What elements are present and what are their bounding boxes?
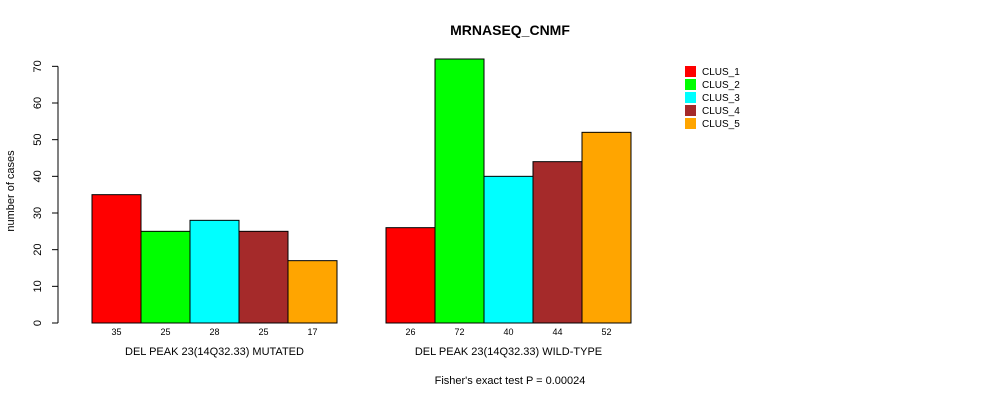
bar-clus-2 bbox=[434, 58, 485, 324]
bar-value-label: 25 bbox=[258, 327, 268, 337]
legend-label: CLUS_4 bbox=[702, 106, 740, 117]
bar-clus-4 bbox=[238, 230, 289, 324]
bar-value-label: 44 bbox=[552, 327, 562, 337]
bar-value-label: 28 bbox=[209, 327, 219, 337]
legend-swatch bbox=[685, 105, 696, 116]
chart-title: MRNASEQ_CNMF bbox=[450, 22, 570, 38]
y-axis: 0 10 20 30 40 50 60 70 bbox=[32, 60, 59, 326]
y-tick-label: 0 bbox=[32, 320, 44, 326]
bar-clus-1 bbox=[385, 227, 436, 324]
legend-swatch bbox=[685, 92, 696, 103]
legend: CLUS_1 CLUS_2 CLUS_3 CLUS_4 CLUS_5 bbox=[685, 66, 740, 130]
y-tick-label: 50 bbox=[32, 134, 44, 146]
y-tick-label: 10 bbox=[32, 280, 44, 292]
bar-clus-4 bbox=[532, 161, 583, 324]
bar-clus-1 bbox=[91, 194, 142, 324]
bar-clus-3 bbox=[189, 219, 240, 324]
group-labels: DEL PEAK 23(14Q32.33) MUTATED DEL PEAK 23… bbox=[125, 346, 602, 358]
group-label: DEL PEAK 23(14Q32.33) WILD-TYPE bbox=[415, 346, 602, 358]
y-tick-label: 20 bbox=[32, 244, 44, 256]
bar-value-label: 35 bbox=[111, 327, 121, 337]
bar-value-label: 25 bbox=[160, 327, 170, 337]
legend-label: CLUS_3 bbox=[702, 93, 740, 104]
fisher-test-label: Fisher's exact test P = 0.00024 bbox=[435, 375, 586, 387]
bar-clus-5 bbox=[287, 260, 338, 324]
legend-swatch bbox=[685, 66, 696, 77]
y-tick-label: 30 bbox=[32, 207, 44, 219]
y-axis-label: number of cases bbox=[5, 150, 17, 232]
legend-label: CLUS_1 bbox=[702, 67, 740, 78]
bar-value-label: 52 bbox=[601, 327, 611, 337]
legend-label: CLUS_5 bbox=[702, 119, 740, 130]
group-label: DEL PEAK 23(14Q32.33) MUTATED bbox=[125, 346, 304, 358]
bar-value-label: 26 bbox=[405, 327, 415, 337]
legend-swatch bbox=[685, 79, 696, 90]
y-tick-label: 40 bbox=[32, 170, 44, 182]
bar-value-label: 40 bbox=[503, 327, 513, 337]
bar-value-label: 17 bbox=[307, 327, 317, 337]
legend-swatch bbox=[685, 118, 696, 129]
legend-label: CLUS_2 bbox=[702, 80, 740, 91]
bar-clus-2 bbox=[140, 230, 191, 324]
bar-clus-5 bbox=[581, 131, 632, 324]
y-tick-label: 70 bbox=[32, 60, 44, 72]
bars: 35 25 28 25 17 26 72 40 44 52 bbox=[91, 58, 632, 337]
y-tick-label: 60 bbox=[32, 97, 44, 109]
bar-value-label: 72 bbox=[454, 327, 464, 337]
bar-clus-3 bbox=[483, 175, 534, 324]
